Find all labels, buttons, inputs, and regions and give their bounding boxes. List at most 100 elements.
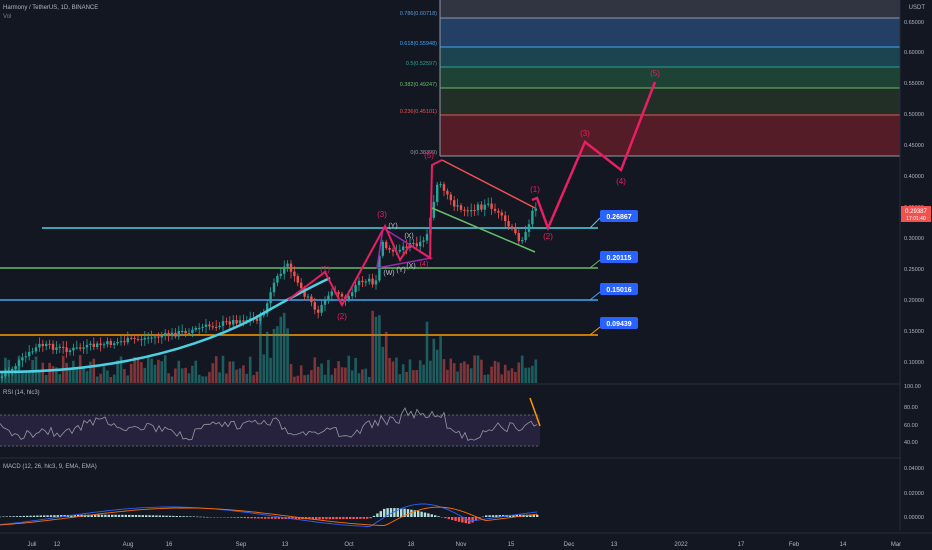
candle-body — [153, 336, 157, 338]
volume-bar — [24, 370, 28, 383]
price-axis[interactable]: USDT 0.65000 0.60000 0.55000 0.50000 0.4… — [899, 0, 931, 530]
volume-bar — [527, 367, 531, 383]
candle-body — [459, 205, 463, 210]
candle-body — [266, 303, 269, 314]
triangle-drawing[interactable] — [376, 227, 434, 269]
volume-bar — [163, 355, 167, 383]
candle-body — [0, 376, 4, 378]
volume-bar — [51, 366, 55, 383]
candle-body — [130, 337, 133, 339]
volume-bar — [191, 365, 194, 383]
time-axis[interactable]: Juli 12 Aug 16 Sep 13 Oct 18 Nov 15 Dec … — [0, 532, 932, 548]
volume-bar — [347, 355, 351, 383]
candle-body — [449, 194, 452, 201]
macd-pane[interactable]: MACD (12, 26, hlc3, 9, EMA, EMA) 0.04000… — [0, 457, 924, 527]
macd-histogram-bar — [175, 515, 178, 517]
level-label-015016: 0.15016 — [606, 287, 631, 294]
macd-histogram-bar — [355, 517, 359, 519]
volume-bar — [466, 364, 470, 383]
volume-bar — [357, 373, 361, 383]
symbol-title[interactable]: Harmony / TetherUS, 1D, BINANCE — [3, 5, 98, 11]
candle-body — [126, 337, 129, 343]
wave-label: (Y) — [396, 267, 405, 274]
volume-bar — [425, 321, 429, 383]
candle-body — [531, 210, 534, 225]
candle-body — [194, 327, 197, 330]
volume-bar — [259, 318, 262, 383]
candle-body — [269, 292, 272, 304]
time-tick: Sep — [236, 542, 247, 548]
candle-body — [65, 347, 68, 352]
macd-histogram-bar — [461, 517, 464, 523]
elliott-wave-past[interactable] — [287, 159, 443, 308]
current-price-time: 17:01:40 — [906, 216, 926, 222]
macd-title: MACD (12, 26, hlc3, 9, EMA, EMA) — [3, 464, 97, 470]
macd-histogram-bar — [90, 514, 93, 517]
elliott-wave-projection[interactable] — [531, 81, 657, 232]
macd-histogram-bar — [315, 517, 318, 520]
volume-bar — [92, 358, 96, 383]
candle-body — [160, 336, 163, 338]
macd-histogram-bar — [454, 517, 457, 521]
macd-histogram-bar — [264, 517, 267, 519]
macd-histogram-bar — [56, 515, 59, 517]
price-tick: 0.30000 — [904, 236, 924, 242]
volume-bar — [34, 356, 38, 383]
candle-body — [517, 233, 520, 242]
volume-bar — [327, 359, 330, 383]
volume-bar — [140, 362, 143, 383]
time-tick: Nov — [456, 542, 467, 548]
volume-bar — [534, 359, 538, 383]
candle-body — [490, 203, 493, 209]
drawings[interactable] — [0, 81, 657, 374]
volume-bar — [55, 367, 58, 383]
volume-bar — [58, 374, 62, 383]
cyan-curve-drawing[interactable] — [0, 276, 331, 374]
macd-histogram-bar — [233, 517, 236, 518]
candle-body — [527, 224, 531, 232]
candle-body — [116, 341, 119, 344]
candle-body — [310, 296, 313, 303]
volume-bar — [520, 355, 524, 383]
rsi-pane[interactable]: RSI (14, hlc3) 80.00 60.00 40.00 — [0, 383, 918, 447]
volume-bar — [289, 363, 293, 383]
candle-body — [510, 226, 514, 229]
macd-histogram-bar — [216, 517, 219, 518]
candle-body — [184, 330, 187, 334]
wave-label: (1) — [320, 265, 330, 274]
macd-histogram-bar — [219, 517, 223, 518]
macd-histogram-bar — [202, 516, 206, 518]
candle-body — [48, 343, 51, 345]
candle-body — [466, 210, 469, 212]
volume-bar — [38, 371, 41, 383]
green-trendline[interactable] — [431, 207, 536, 253]
red-trendline[interactable] — [441, 159, 536, 209]
horizontal-levels[interactable]: 0.26867 0.20115 0.15016 0.09439 — [0, 210, 638, 336]
macd-histogram — [0, 508, 539, 524]
macd-histogram-bar — [43, 515, 46, 517]
candle-body — [68, 350, 72, 352]
candle-body — [422, 240, 425, 242]
volume-bar — [378, 315, 381, 383]
candle-body — [306, 296, 310, 298]
candle-body — [218, 325, 221, 328]
volume-bar — [442, 359, 446, 383]
macd-histogram-bar — [192, 516, 195, 518]
candle-body — [62, 346, 65, 348]
volume-bars — [0, 310, 538, 383]
volume-bar — [500, 374, 504, 383]
candle-body — [235, 320, 238, 324]
macd-histogram-bar — [277, 517, 280, 519]
candle-body — [402, 246, 405, 250]
volume-bar — [293, 376, 296, 383]
volume-bar — [136, 357, 140, 383]
candle-body — [371, 278, 374, 285]
candle-body — [293, 271, 296, 277]
fibonacci-retracement[interactable]: 0.786(0.60718) 0.618(0.55948) 0.5(0.5259… — [400, 0, 900, 157]
level-label-026867: 0.26867 — [606, 214, 631, 221]
volume-bar — [361, 369, 364, 383]
macd-histogram-bar — [491, 515, 495, 517]
candle-body — [364, 281, 367, 283]
rsi-tick: 80.00 — [904, 405, 918, 411]
